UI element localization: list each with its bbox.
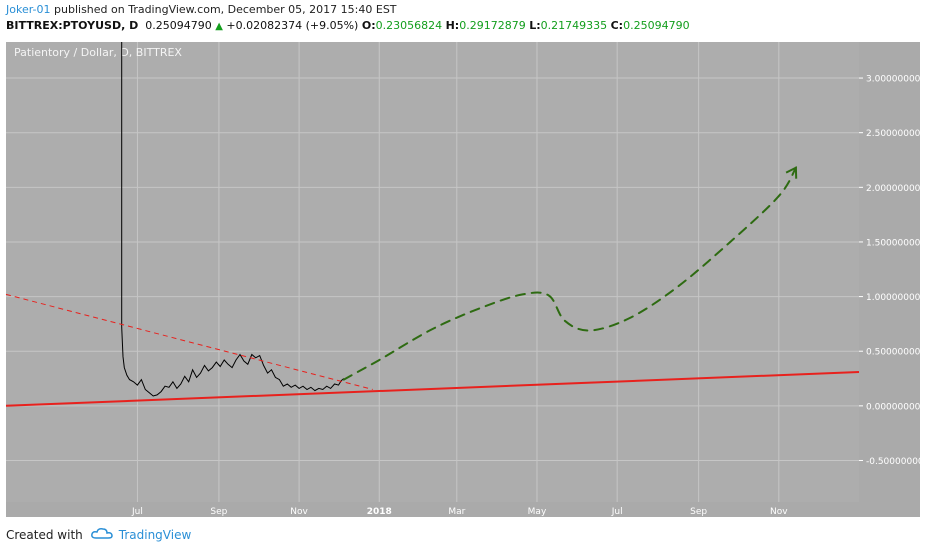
open-label: O: [361, 19, 376, 32]
price-change: +0.02082374 (+9.05%) [226, 19, 359, 32]
x-tick-label: 2018 [367, 507, 392, 517]
low-label: L: [529, 19, 541, 32]
y-tick-label: 1.50000000 [866, 238, 921, 248]
y-tick-labels: 3.00000000 2.50000000 2.00000000 1.50000000… [866, 75, 924, 467]
close-value: 0.25094790 [623, 19, 690, 32]
up-arrow-icon: ▲ [215, 21, 223, 32]
plot-area[interactable] [6, 42, 859, 502]
resistance-trendline-dashed-line [5, 293, 373, 390]
price-line [121, 42, 345, 397]
symbol-info-bar: BITTREX:PTOYUSD, D 0.25094790 ▲ +0.02082… [6, 19, 690, 32]
price-axis[interactable] [859, 42, 920, 502]
support-trendline-line [5, 371, 860, 407]
y-tick-label: 1.00000000 [866, 293, 921, 303]
tradingview-cloud-icon [90, 527, 113, 542]
y-tick-label: 2.00000000 [866, 184, 921, 194]
symbol-label: BITTREX:PTOYUSD, D [6, 19, 139, 32]
x-tick-label: Nov [770, 507, 788, 517]
y-tick-label: 3.00000000 [866, 75, 921, 85]
projection-arrowhead-icon [785, 166, 798, 179]
x-tick-label: Jul [611, 507, 623, 517]
x-tick-label: Jul [131, 507, 143, 517]
grid-lines [6, 42, 863, 502]
author-link[interactable]: Joker-01 [6, 3, 51, 16]
chart-title: Patientory / Dollar, D, BITTREX [14, 46, 182, 59]
price-chart[interactable]: Patientory / Dollar, D, BITTREX 3.000000… [0, 38, 932, 520]
y-tick-label: 0.50000000 [866, 348, 921, 358]
created-with-text: Created with [6, 527, 83, 542]
x-tick-labels: Jul Sep Nov 2018 Mar May Jul Sep Nov [131, 507, 788, 517]
high-value: 0.29172879 [459, 19, 526, 32]
close-label: C: [610, 19, 624, 32]
open-value: 0.23056824 [375, 19, 443, 32]
y-tick-label: 0.00000000 [866, 402, 921, 412]
time-axis[interactable] [6, 502, 920, 517]
last-price: 0.25094790 [145, 19, 212, 32]
x-tick-label: May [528, 507, 547, 517]
x-tick-label: Sep [690, 507, 707, 517]
y-tick-label: -0.50000000 [866, 457, 924, 467]
footer: Created with TradingView [6, 527, 191, 542]
high-label: H: [445, 19, 460, 32]
projection-dashed-line [342, 166, 797, 381]
drawing-layer [5, 42, 860, 407]
publish-info: Joker-01 published on TradingView.com, D… [6, 3, 397, 16]
low-value: 0.21749335 [540, 19, 608, 32]
published-text: published on TradingView.com, December 0… [54, 3, 397, 16]
y-tick-label: 2.50000000 [866, 129, 921, 139]
tradingview-link[interactable]: TradingView [118, 527, 192, 542]
x-tick-label: Sep [210, 507, 227, 517]
x-tick-label: Mar [448, 507, 465, 517]
x-tick-label: Nov [290, 507, 308, 517]
